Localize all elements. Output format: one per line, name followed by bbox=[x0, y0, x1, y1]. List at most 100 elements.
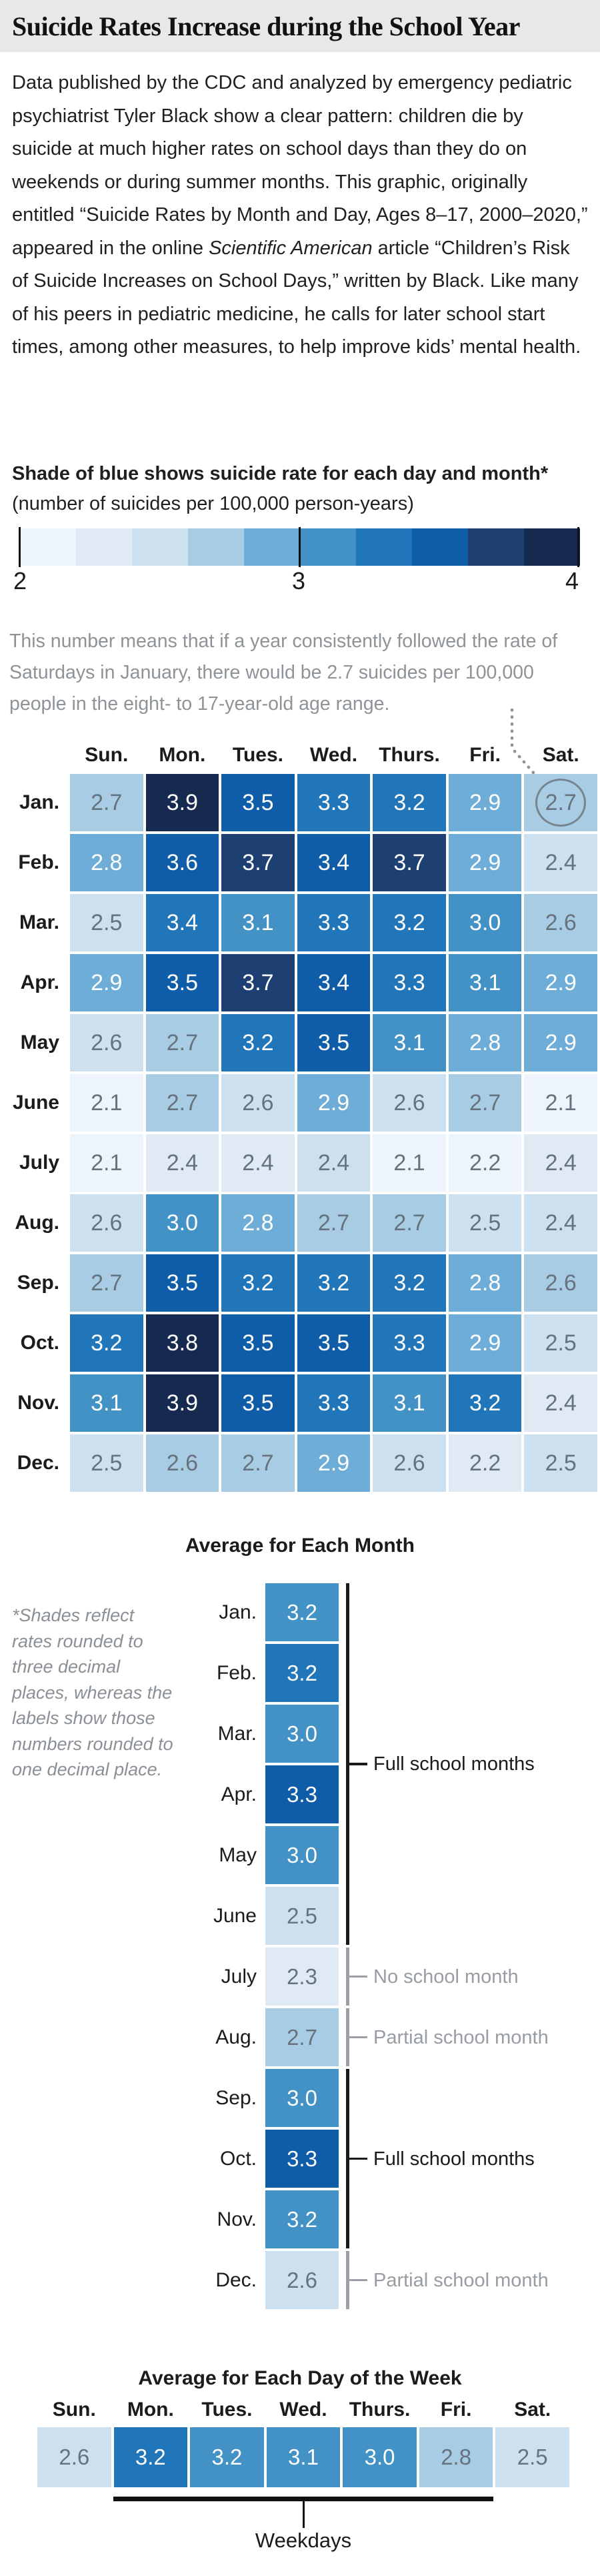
month-bar: 3.2 bbox=[265, 2190, 339, 2248]
heatmap-cell: 3.6 bbox=[145, 834, 219, 891]
column-header: Wed. bbox=[279, 2399, 327, 2421]
heatmap-cell: 3.0 bbox=[448, 894, 522, 951]
page-title-bar: Suicide Rates Increase during the School… bbox=[0, 0, 600, 52]
row-label: May bbox=[20, 1031, 59, 1053]
month-bar-label: June bbox=[213, 1904, 257, 1927]
month-bar: 3.3 bbox=[265, 1765, 339, 1823]
legend-heading-bold: Shade of blue shows suicide rate for eac… bbox=[12, 463, 549, 484]
column-header: Tues. bbox=[232, 744, 283, 766]
weekdays-bracket-tick bbox=[303, 2501, 305, 2528]
heatmap-cell: 3.7 bbox=[221, 954, 295, 1011]
bracket-label: Full school months bbox=[373, 2148, 535, 2170]
heatmap-cell: 2.4 bbox=[524, 1134, 597, 1192]
heatmap-cell: 2.9 bbox=[297, 1434, 371, 1492]
column-header: Sun. bbox=[52, 2399, 96, 2421]
heatmap-cell: 2.9 bbox=[297, 1074, 371, 1132]
bracket-label: Partial school month bbox=[373, 2269, 549, 2291]
heatmap-cell: 3.2 bbox=[373, 774, 446, 831]
heatmap-cell: 3.1 bbox=[221, 894, 295, 951]
scale-segment-4 bbox=[244, 528, 300, 566]
column-header: Sat. bbox=[514, 2399, 551, 2421]
month-bar-label: May bbox=[219, 1843, 257, 1866]
heatmap-cell: 2.1 bbox=[524, 1074, 597, 1132]
column-header: Thurs. bbox=[349, 2399, 411, 2421]
day-avg-cell: 3.1 bbox=[266, 2427, 341, 2487]
heatmap-grid: Jan. 2.7 3.9 3.5 3.3 3.2 2.9 2.7 Feb. 2.8 3.6 3.7 3.… bbox=[0, 774, 597, 1492]
column-header: Sat. bbox=[542, 744, 579, 766]
bracket-line bbox=[346, 1948, 349, 2006]
heatmap-cell: 3.4 bbox=[145, 894, 219, 951]
row-label: Jan. bbox=[19, 791, 59, 813]
heatmap-cell: 3.3 bbox=[373, 954, 446, 1011]
heatmap-header-row: Sun. Mon. Tues. Wed. Thurs. Fri. Sat. bbox=[0, 739, 597, 771]
month-bar-label: Aug. bbox=[215, 2026, 257, 2048]
scale-label-4: 4 bbox=[565, 567, 579, 594]
month-bar: 2.7 bbox=[265, 2008, 339, 2066]
day-avg-cell: 2.8 bbox=[419, 2427, 493, 2487]
scale-label-2: 2 bbox=[13, 567, 27, 594]
scale-segment-3 bbox=[188, 528, 244, 566]
bracket-line bbox=[346, 1583, 349, 1945]
heatmap-cell: 2.5 bbox=[448, 1194, 522, 1252]
heatmap-cell: 3.9 bbox=[145, 774, 219, 831]
heatmap-cell: 3.5 bbox=[297, 1314, 371, 1372]
heatmap-cell: 2.9 bbox=[70, 954, 143, 1011]
month-bar-label: Feb. bbox=[216, 1661, 257, 1684]
heatmap-cell: 3.3 bbox=[297, 894, 371, 951]
intro-italic-publication: Scientific American bbox=[209, 237, 373, 259]
month-bar: 3.3 bbox=[265, 2130, 339, 2188]
day-avg-cell: 2.6 bbox=[37, 2427, 111, 2487]
scale-segment-1 bbox=[76, 528, 132, 566]
column-header: Sun. bbox=[85, 744, 129, 766]
heatmap-cell: 3.2 bbox=[448, 1374, 522, 1432]
heatmap-corner bbox=[0, 739, 67, 771]
heatmap-cell: 2.7 bbox=[70, 774, 143, 831]
month-chart: Jan. 3.2 Feb. 3.2 Mar. 3.0 Apr. 3.3 May 3.0 June 2.… bbox=[0, 1583, 600, 2317]
heatmap-cell: 3.8 bbox=[145, 1314, 219, 1372]
callout-annotation: This number means that if a year consist… bbox=[9, 630, 558, 715]
scale-segment-7 bbox=[412, 528, 468, 566]
column-header: Mon. bbox=[159, 744, 206, 766]
heatmap-cell: 2.2 bbox=[448, 1434, 522, 1492]
heatmap-cell: 3.5 bbox=[145, 1254, 219, 1312]
heatmap-cell: 2.4 bbox=[145, 1134, 219, 1192]
scale-segment-8 bbox=[468, 528, 524, 566]
bracket-tick bbox=[349, 2278, 367, 2281]
color-scale bbox=[20, 528, 580, 566]
row-label: July bbox=[19, 1152, 59, 1174]
heatmap-cell: 2.6 bbox=[221, 1074, 295, 1132]
month-bar-label: Dec. bbox=[215, 2268, 257, 2291]
heatmap-cell: 3.3 bbox=[297, 774, 371, 831]
heatmap-cell: 3.2 bbox=[221, 1014, 295, 1071]
day-chart-title: Average for Each Day of the Week bbox=[138, 2367, 462, 2389]
intro-paragraph: Data published by the CDC and analyzed b… bbox=[12, 67, 588, 364]
scale-segment-0 bbox=[20, 528, 76, 566]
bracket-line bbox=[346, 2251, 349, 2309]
heatmap-cell: 3.2 bbox=[70, 1314, 143, 1372]
scale-tick-3 bbox=[299, 527, 301, 567]
scale-segment-6 bbox=[356, 528, 412, 566]
month-bar: 3.0 bbox=[265, 1826, 339, 1884]
month-bar-label: Nov. bbox=[217, 2208, 257, 2230]
heatmap-cell: 2.9 bbox=[524, 1014, 597, 1071]
month-chart-title: Average for Each Month bbox=[185, 1535, 415, 1557]
heatmap-cell: 2.2 bbox=[448, 1134, 522, 1192]
heatmap-cell: 3.1 bbox=[448, 954, 522, 1011]
month-bar-label: July bbox=[221, 1965, 257, 1988]
shade-footnote: *Shades reflect rates rounded to three d… bbox=[12, 1605, 173, 1779]
heatmap-cell: 2.8 bbox=[448, 1254, 522, 1312]
heatmap-cell: 3.2 bbox=[297, 1254, 371, 1312]
heatmap-cell: 3.3 bbox=[297, 1374, 371, 1432]
heatmap-cell: 2.7 bbox=[524, 774, 597, 831]
bracket-tick bbox=[349, 1975, 367, 1978]
row-label: Mar. bbox=[19, 911, 59, 933]
bracket-tick bbox=[349, 2157, 367, 2160]
month-bar-label: Jan. bbox=[219, 1601, 257, 1623]
heatmap-cell: 3.7 bbox=[221, 834, 295, 891]
heatmap-cell: 2.5 bbox=[70, 1434, 143, 1492]
scale-tick-4 bbox=[577, 527, 579, 567]
row-label: Apr. bbox=[20, 971, 59, 993]
page-title: Suicide Rates Increase during the School… bbox=[12, 11, 520, 41]
heatmap-cell: 3.3 bbox=[373, 1314, 446, 1372]
